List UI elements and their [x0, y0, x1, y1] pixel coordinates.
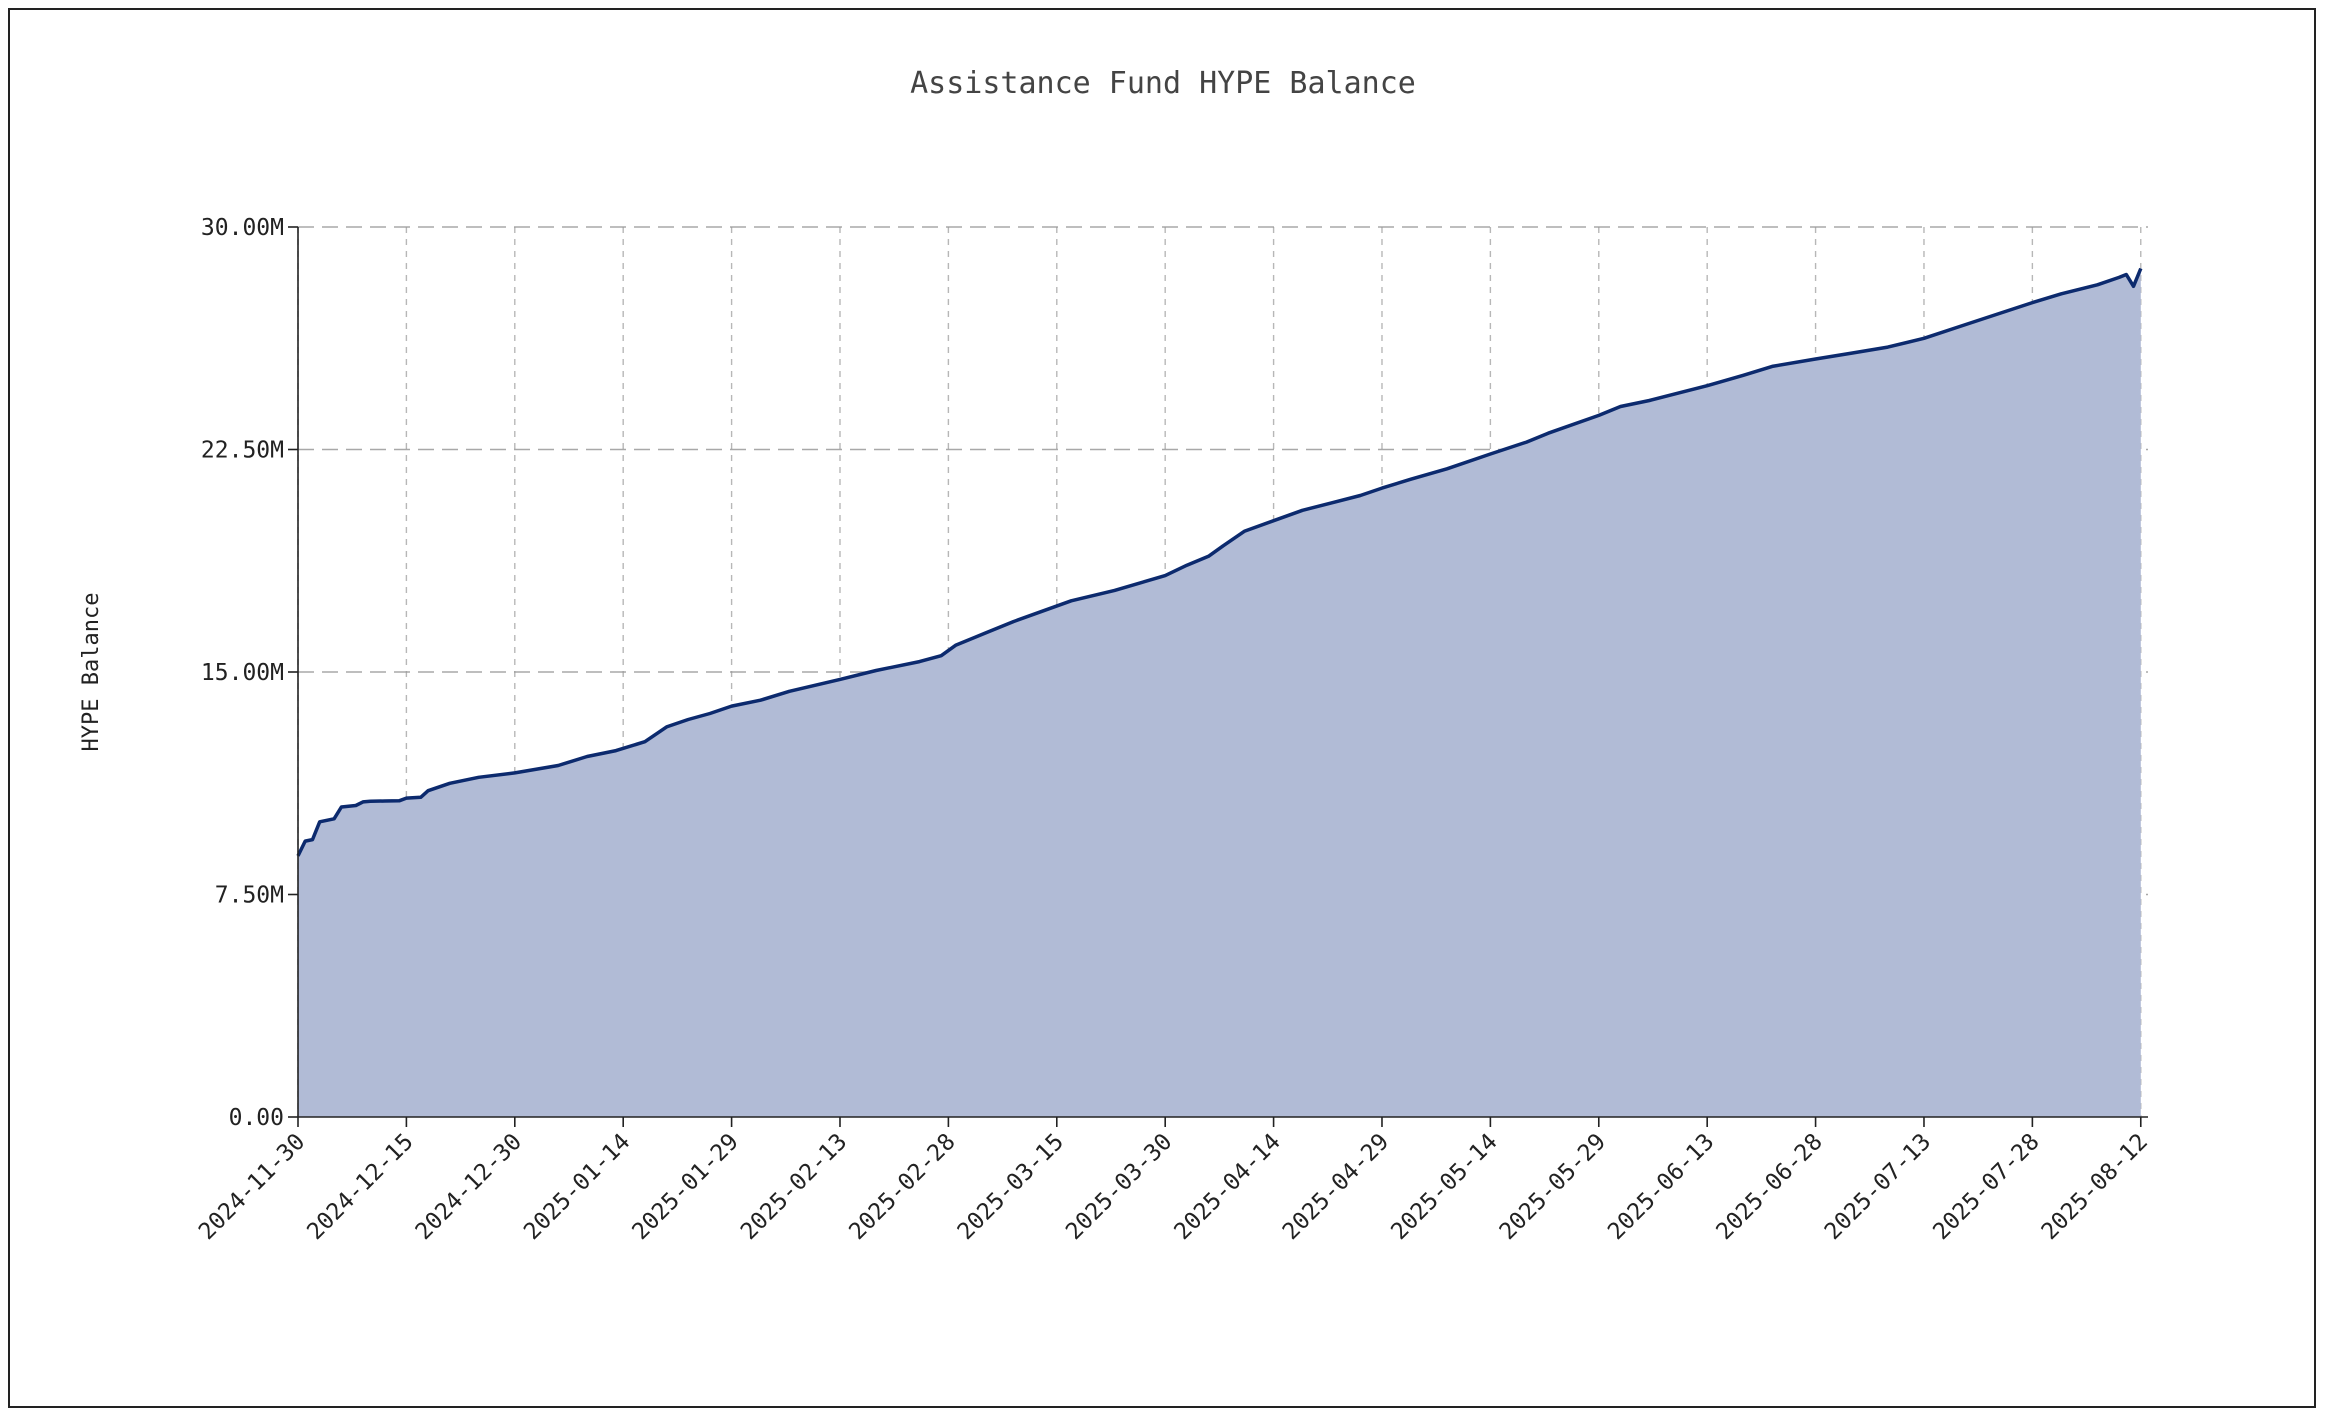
series-line	[296, 267, 2143, 857]
x-tick-label: 2025-01-14	[519, 1129, 635, 1245]
y-tick-label: 22.50M	[201, 438, 284, 464]
x-tick-label: 2024-12-30	[411, 1129, 527, 1245]
y-tick-label: 15.00M	[201, 660, 284, 686]
x-tick-label: 2025-02-28	[844, 1129, 960, 1245]
x-axis-ticks: 2024-11-302024-12-152024-12-302025-01-14…	[194, 1117, 2153, 1245]
x-tick-label: 2025-06-13	[1603, 1129, 1719, 1245]
x-tick-label: 2024-11-30	[194, 1129, 310, 1245]
y-tick-label: 30.00M	[201, 215, 284, 241]
x-tick-label: 2025-03-15	[953, 1129, 1069, 1245]
y-tick-label: 0.00	[229, 1105, 284, 1131]
x-tick-label: 2025-01-29	[628, 1129, 744, 1245]
area-layer	[296, 267, 2143, 1117]
y-tick-label: 7.50M	[215, 883, 284, 909]
x-tick-label: 2025-05-29	[1495, 1129, 1611, 1245]
x-tick-label: 2025-07-28	[1928, 1129, 2044, 1245]
area-fill	[298, 268, 2141, 1117]
x-tick-label: 2025-02-13	[736, 1129, 852, 1245]
y-axis-ticks: 0.00 7.50M 15.00M 22.50M 30.00M	[201, 215, 298, 1131]
x-tick-label: 2025-08-12	[2037, 1129, 2153, 1245]
y-axis-label: HYPE Balance	[79, 593, 104, 752]
x-tick-label: 2025-04-29	[1278, 1129, 1394, 1245]
x-tick-label: 2025-04-14	[1170, 1129, 1286, 1245]
chart-title: Assistance Fund HYPE Balance	[910, 66, 1416, 101]
x-tick-label: 2024-12-15	[302, 1129, 418, 1245]
x-tick-label: 2025-07-13	[1820, 1129, 1936, 1245]
x-tick-label: 2025-06-28	[1712, 1129, 1828, 1245]
x-tick-label: 2025-03-30	[1061, 1129, 1177, 1245]
x-tick-label: 2025-05-14	[1386, 1129, 1502, 1245]
